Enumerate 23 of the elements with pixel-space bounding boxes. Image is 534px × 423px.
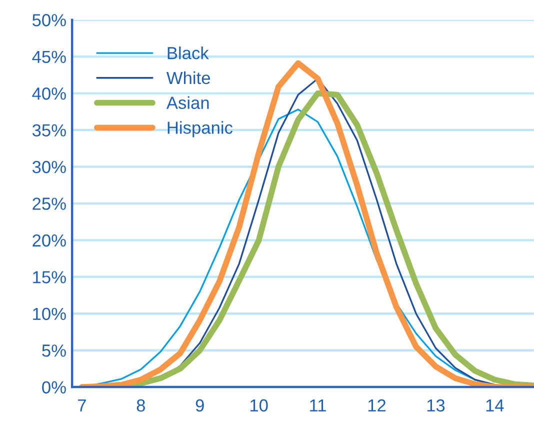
legend-label: Hispanic (168, 121, 233, 138)
x-tick-label: 10 (250, 399, 268, 412)
legend-label: White (166, 71, 210, 84)
x-tick-label: 12 (368, 399, 386, 412)
x-tick-label: 13 (427, 399, 445, 412)
legend-label: Black (168, 46, 209, 60)
y-tick-label: 20% (32, 234, 66, 247)
y-tick-label: 5% (42, 344, 66, 357)
y-tick-label: 30% (32, 160, 66, 174)
x-tick-label: 9 (196, 399, 204, 412)
y-tick-label: 40% (32, 87, 66, 100)
y-tick-label: 15% (33, 271, 66, 284)
x-tick-label: 14 (486, 399, 504, 412)
y-tick-label: 50% (32, 14, 66, 26)
y-tick-label: 0% (42, 381, 66, 394)
y-tick-label: 10% (33, 308, 66, 320)
y-tick-label: 45% (32, 50, 66, 64)
legend-label: Asian (166, 96, 209, 109)
x-tick-label: 11 (310, 399, 326, 412)
x-tick-label: 7 (78, 399, 86, 412)
x-tick-label: 8 (136, 399, 145, 412)
y-tick-label: 25% (32, 198, 66, 210)
y-tick-label: 35% (32, 124, 66, 136)
